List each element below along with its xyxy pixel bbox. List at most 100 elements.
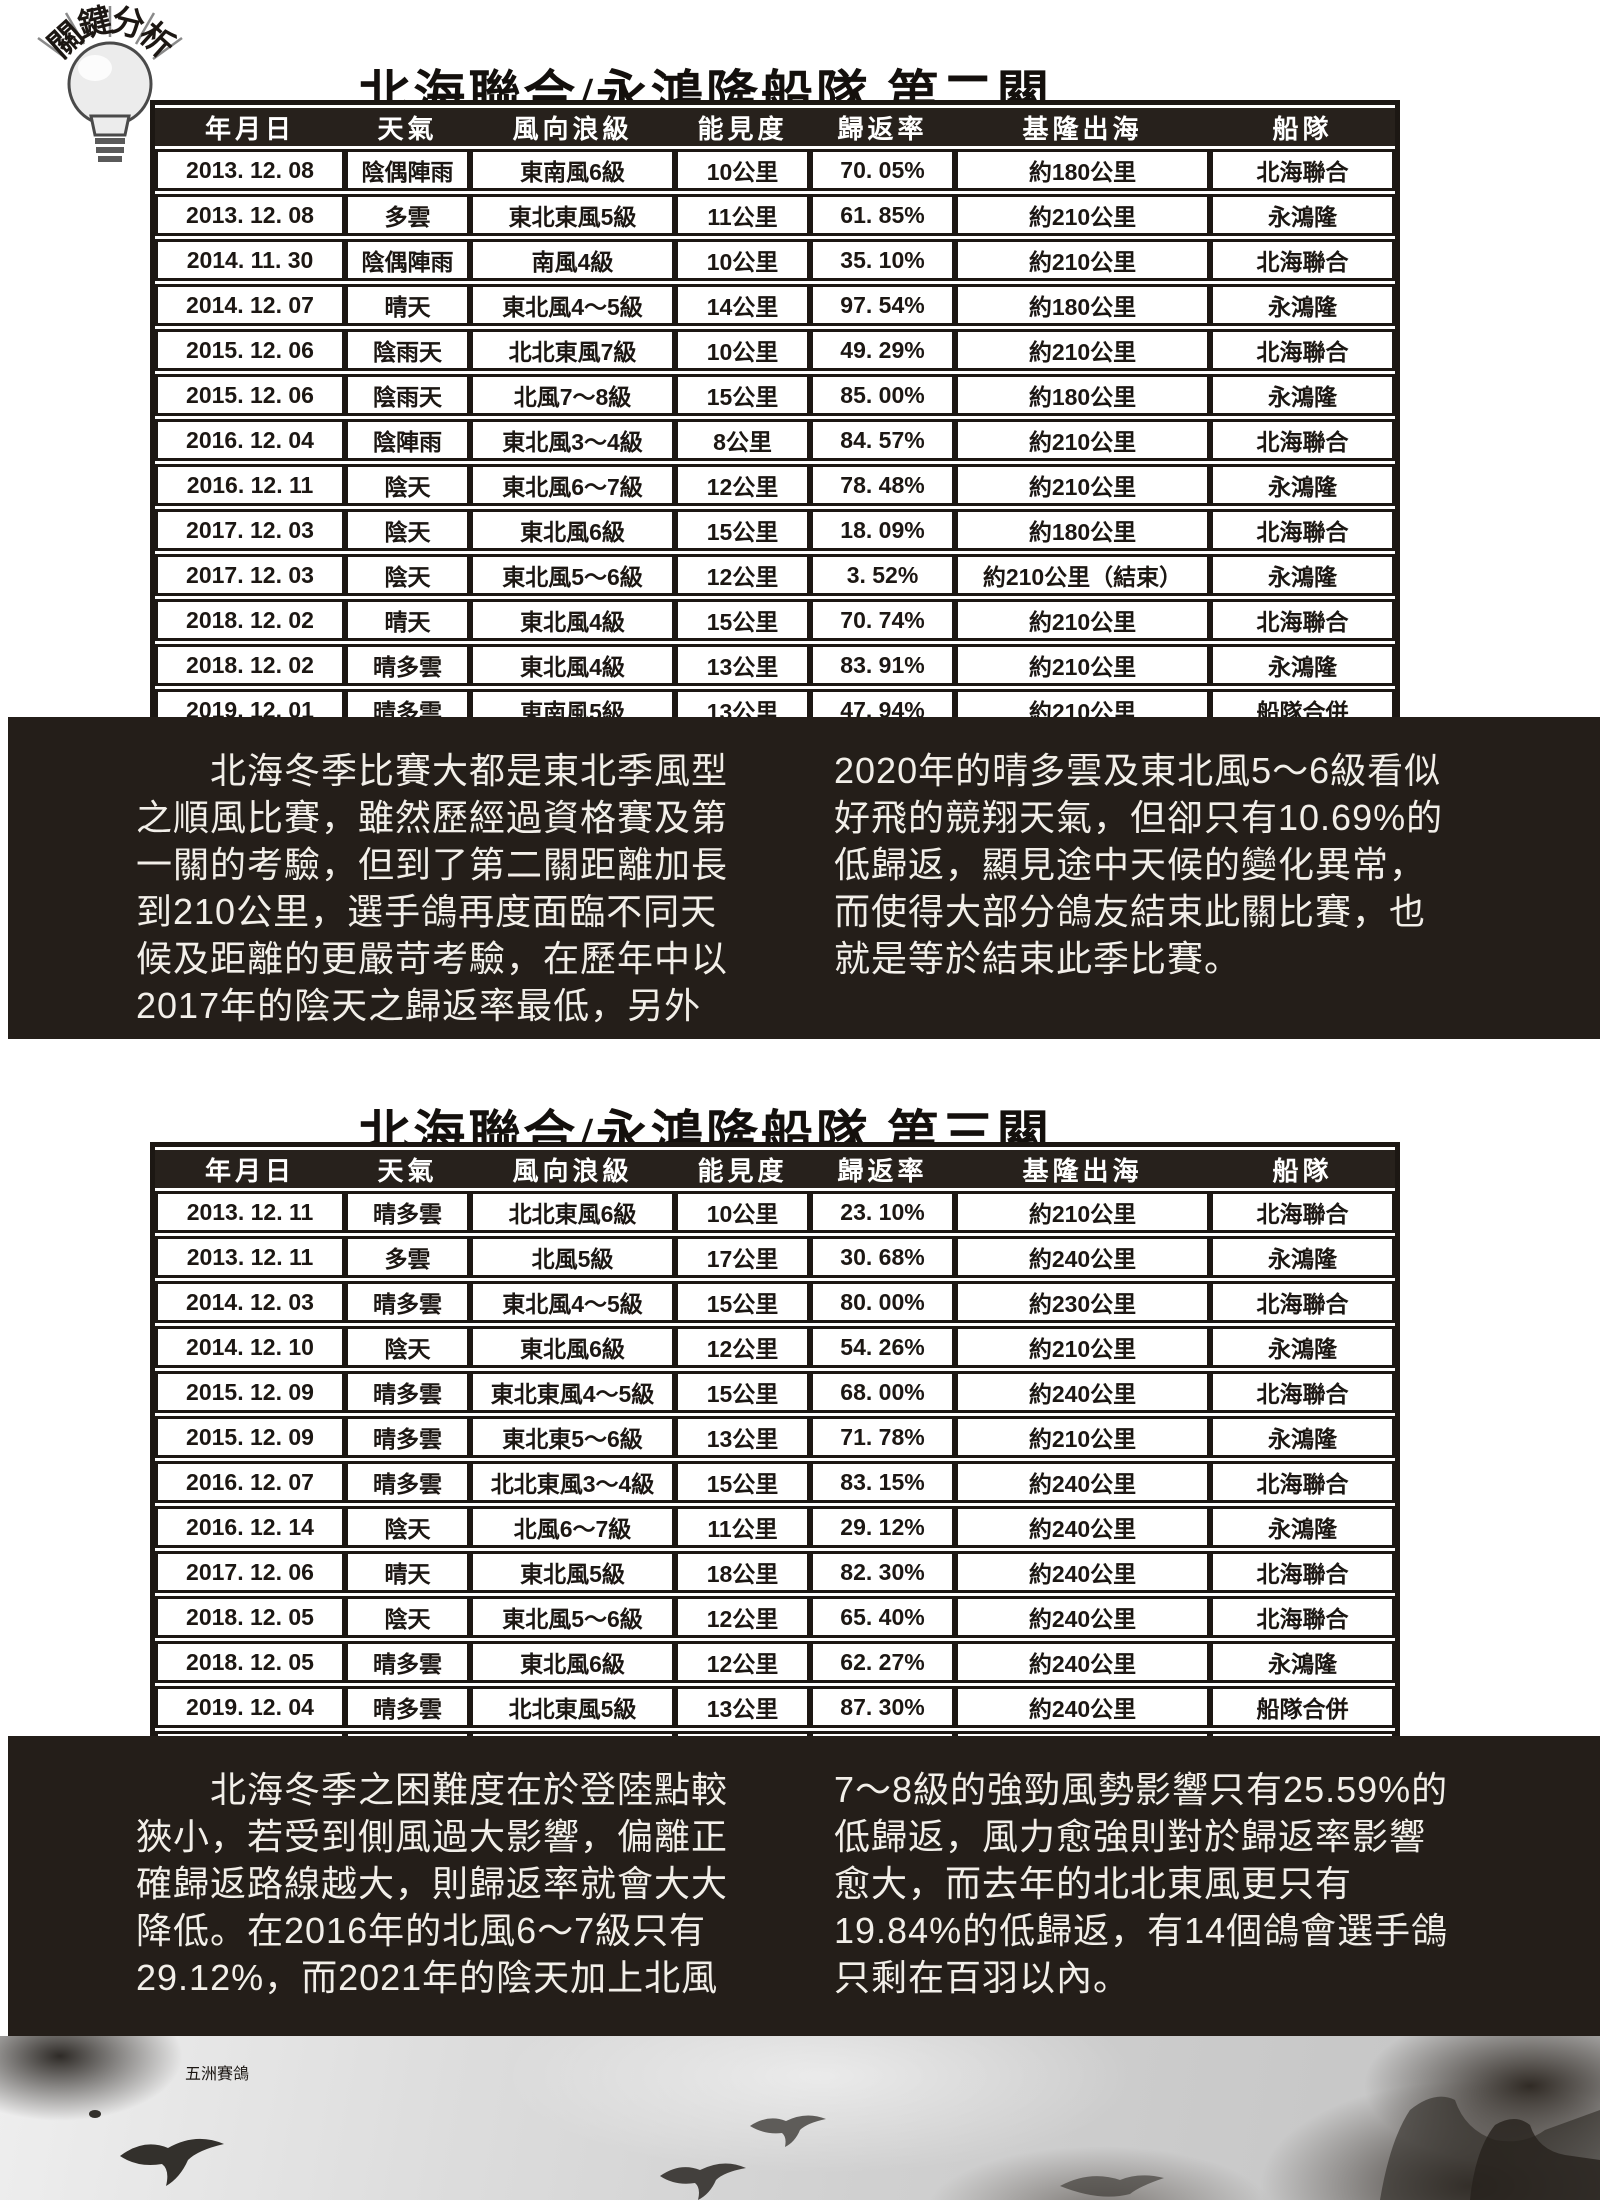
cell-weather: 陰天 (345, 1326, 470, 1368)
column-header: 歸返率 (810, 108, 955, 146)
cell-fleet: 北海聯合 (1210, 329, 1395, 371)
cell-visibility: 15公里 (675, 1461, 810, 1503)
cell-visibility: 14公里 (675, 284, 810, 326)
table-row: 2014. 12. 07 晴天 東北風4～5級 14公里 97. 54% 約18… (155, 284, 1395, 326)
commentary-line: 2020年的晴多雲及東北風5～6級看似 (834, 750, 1442, 791)
cell-keelung-distance: 約240公里 (955, 1596, 1210, 1638)
cell-fleet: 北海聯合 (1210, 1191, 1395, 1233)
cell-return-rate: 78. 48% (810, 464, 955, 506)
table-row: 2018. 12. 05 晴多雲 東北風6級 12公里 62. 27% 約240… (155, 1641, 1395, 1683)
cell-date: 2013. 12. 11 (155, 1191, 345, 1233)
cell-keelung-distance: 約210公里 (955, 419, 1210, 461)
cell-wind: 東北風4級 (470, 599, 675, 641)
commentary-line: 北海冬季之困難度在於登陸點較 (136, 1769, 729, 1810)
commentary-line: 一關的考驗，但到了第二關距離加長 (136, 844, 729, 885)
cell-return-rate: 54. 26% (810, 1326, 955, 1368)
cell-fleet: 北海聯合 (1210, 1551, 1395, 1593)
column-header: 基隆出海 (955, 1150, 1210, 1188)
cell-weather: 晴天 (345, 284, 470, 326)
cell-keelung-distance: 約240公里 (955, 1551, 1210, 1593)
cell-fleet: 永鴻隆 (1210, 374, 1395, 416)
table-row: 2013. 12. 08 多雲 東北東風5級 11公里 61. 85% 約210… (155, 194, 1395, 236)
cell-weather: 晴天 (345, 1551, 470, 1593)
cell-keelung-distance: 約240公里 (955, 1236, 1210, 1278)
cell-weather: 陰偶陣雨 (345, 149, 470, 191)
column-header: 基隆出海 (955, 108, 1210, 146)
cell-weather: 陰天 (345, 509, 470, 551)
cell-visibility: 12公里 (675, 1596, 810, 1638)
cell-date: 2019. 12. 04 (155, 1686, 345, 1728)
cell-date: 2013. 12. 11 (155, 1236, 345, 1278)
cell-date: 2015. 12. 06 (155, 374, 345, 416)
cell-fleet: 永鴻隆 (1210, 644, 1395, 686)
column-header: 歸返率 (810, 1150, 955, 1188)
cell-weather: 晴天 (345, 599, 470, 641)
cell-weather: 陰雨天 (345, 329, 470, 371)
cell-return-rate: 65. 40% (810, 1596, 955, 1638)
cell-weather: 多雲 (345, 194, 470, 236)
bird-silhouette (120, 2138, 224, 2186)
cell-date: 2016. 12. 14 (155, 1506, 345, 1548)
cell-date: 2016. 12. 07 (155, 1461, 345, 1503)
table-row: 2013. 12. 08 陰偶陣雨 東南風6級 10公里 70. 05% 約18… (155, 149, 1395, 191)
cell-fleet: 北海聯合 (1210, 599, 1395, 641)
cell-return-rate: 85. 00% (810, 374, 955, 416)
cell-weather: 晴多雲 (345, 1191, 470, 1233)
bird-silhouette (660, 2163, 746, 2200)
cell-weather: 晴多雲 (345, 1281, 470, 1323)
commentary-column-left: 北海冬季之困難度在於登陸點較 狹小，若受到側風過大影響，偏離正 確歸返路線越大，則歸… (136, 1766, 776, 2036)
cell-wind: 北北東風3～4級 (470, 1461, 675, 1503)
commentary-line: 低歸返，風力愈強則對於歸返率影響 (834, 1816, 1427, 1857)
cell-visibility: 18公里 (675, 1551, 810, 1593)
table-row: 2013. 12. 11 晴多雲 北北東風6級 10公里 23. 10% 約21… (155, 1191, 1395, 1233)
cell-date: 2018. 12. 02 (155, 599, 345, 641)
table-row: 2016. 12. 14 陰天 北風6～7級 11公里 29. 12% 約240… (155, 1506, 1395, 1548)
cell-visibility: 15公里 (675, 1281, 810, 1323)
cell-keelung-distance: 約230公里 (955, 1281, 1210, 1323)
ink-wash (1470, 2119, 1600, 2200)
cell-return-rate: 29. 12% (810, 1506, 955, 1548)
cell-wind: 東北風5～6級 (470, 554, 675, 596)
cell-weather: 陰天 (345, 1596, 470, 1638)
cell-keelung-distance: 約180公里 (955, 374, 1210, 416)
table-row: 2015. 12. 06 陰雨天 北北東風7級 10公里 49. 29% 約21… (155, 329, 1395, 371)
cell-return-rate: 68. 00% (810, 1371, 955, 1413)
cell-fleet: 北海聯合 (1210, 239, 1395, 281)
commentary-column-right: 2020年的晴多雲及東北風5～6級看似 好飛的競翔天氣，但卻只有10.69%的 低歸… (834, 747, 1444, 1039)
cell-keelung-distance: 約210公里 (955, 239, 1210, 281)
commentary-line: 而使得大部分鴿友結束此關比賽，也 (834, 891, 1427, 932)
cell-visibility: 12公里 (675, 464, 810, 506)
cell-keelung-distance: 約210公里 (955, 1191, 1210, 1233)
cell-return-rate: 62. 27% (810, 1641, 955, 1683)
cell-wind: 東南風6級 (470, 149, 675, 191)
cell-fleet: 永鴻隆 (1210, 1236, 1395, 1278)
cell-keelung-distance: 約180公里 (955, 149, 1210, 191)
cell-fleet: 北海聯合 (1210, 1461, 1395, 1503)
cell-keelung-distance: 約240公里 (955, 1686, 1210, 1728)
cell-fleet: 永鴻隆 (1210, 464, 1395, 506)
cell-date: 2013. 12. 08 (155, 194, 345, 236)
commentary-line: 好飛的競翔天氣，但卻只有10.69%的 (834, 797, 1444, 838)
table-row: 2016. 12. 04 陰陣雨 東北風3～4級 8公里 84. 57% 約21… (155, 419, 1395, 461)
commentary-line: 降低。在2016年的北風6～7級只有 (136, 1910, 707, 1951)
cell-keelung-distance: 約240公里 (955, 1461, 1210, 1503)
table-row: 2017. 12. 06 晴天 東北風5級 18公里 82. 30% 約240公… (155, 1551, 1395, 1593)
cell-date: 2014. 12. 03 (155, 1281, 345, 1323)
section1-commentary: 北海冬季比賽大都是東北季風型 之順風比賽，雖然歷經過資格賽及第 一關的考驗，但到了第… (8, 717, 1600, 1039)
column-header: 船隊 (1210, 1150, 1395, 1188)
cell-return-rate: 70. 05% (810, 149, 955, 191)
cell-date: 2014. 12. 07 (155, 284, 345, 326)
cell-visibility: 11公里 (675, 1506, 810, 1548)
cell-visibility: 11公里 (675, 194, 810, 236)
cell-weather: 陰雨天 (345, 374, 470, 416)
cell-return-rate: 87. 30% (810, 1686, 955, 1728)
cell-wind: 東北風3～4級 (470, 419, 675, 461)
cell-return-rate: 97. 54% (810, 284, 955, 326)
cell-visibility: 10公里 (675, 149, 810, 191)
cell-keelung-distance: 約210公里 (955, 599, 1210, 641)
column-header: 天氣 (345, 1150, 470, 1188)
commentary-line: 候及距離的更嚴苛考驗，在歷年中以 (136, 938, 729, 979)
cell-wind: 東北風5～6級 (470, 1596, 675, 1638)
cell-wind: 北風6～7級 (470, 1506, 675, 1548)
commentary-line: 到210公里，選手鴿再度面臨不同天 (136, 891, 718, 932)
